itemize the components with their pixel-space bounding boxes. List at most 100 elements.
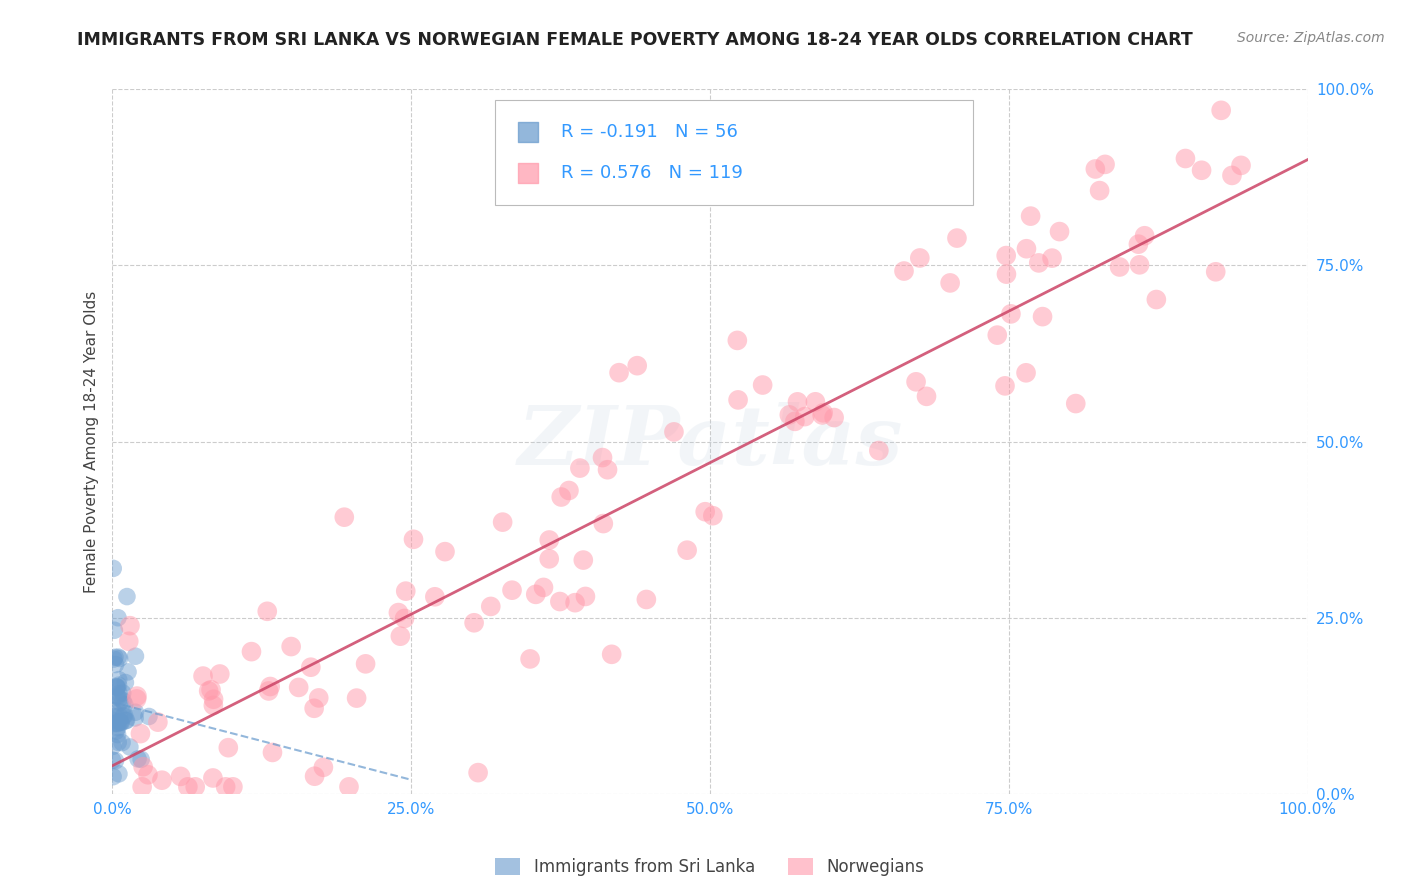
Point <box>107 721 129 735</box>
Point <box>596 463 619 477</box>
Point <box>107 705 129 719</box>
Point <box>262 746 284 760</box>
Point <box>394 611 416 625</box>
Point <box>1094 157 1116 171</box>
Point <box>114 675 136 690</box>
Point <box>702 508 724 523</box>
Point <box>811 408 834 422</box>
Point <box>994 379 1017 393</box>
Point <box>564 596 586 610</box>
Point <box>200 682 222 697</box>
Point <box>312 760 335 774</box>
Point <box>111 736 134 750</box>
Point <box>995 267 1018 281</box>
Point <box>107 678 129 692</box>
Point <box>107 673 129 687</box>
Point <box>104 657 127 672</box>
Point <box>354 657 377 671</box>
Point <box>280 640 302 654</box>
Point <box>1205 265 1227 279</box>
Point <box>751 378 773 392</box>
Point <box>105 681 128 695</box>
Point <box>214 780 236 794</box>
Point <box>893 264 915 278</box>
Point <box>259 680 281 694</box>
Point <box>995 249 1018 263</box>
Legend: Immigrants from Sri Lanka, Norwegians: Immigrants from Sri Lanka, Norwegians <box>489 852 931 883</box>
Point <box>1174 152 1197 166</box>
Point <box>467 765 489 780</box>
Point <box>1211 103 1233 118</box>
Point <box>939 276 962 290</box>
Point <box>115 714 138 728</box>
Point <box>177 780 200 794</box>
Point <box>110 715 132 730</box>
FancyBboxPatch shape <box>495 100 973 205</box>
Point <box>299 660 322 674</box>
Point <box>217 740 239 755</box>
Point <box>1191 163 1213 178</box>
Point <box>131 780 153 794</box>
Point <box>108 696 131 710</box>
Point <box>533 581 555 595</box>
Point <box>114 708 136 723</box>
Point <box>256 604 278 618</box>
Point <box>786 394 808 409</box>
Point <box>101 739 124 754</box>
Point <box>1000 307 1022 321</box>
Point <box>538 552 561 566</box>
Point <box>103 561 125 575</box>
Point <box>725 334 748 348</box>
Point <box>524 587 547 601</box>
Text: R = 0.576   N = 119: R = 0.576 N = 119 <box>561 164 742 182</box>
Point <box>104 650 127 665</box>
Point <box>793 409 815 424</box>
Point <box>626 359 648 373</box>
Point <box>108 714 131 729</box>
Point <box>337 780 360 794</box>
Point <box>811 406 834 420</box>
Point <box>1019 209 1042 223</box>
Point <box>103 714 125 728</box>
Point <box>257 684 280 698</box>
Point <box>112 709 135 723</box>
Point <box>114 714 136 728</box>
Point <box>105 680 128 694</box>
Point <box>501 583 523 598</box>
Point <box>727 392 749 407</box>
Text: IMMIGRANTS FROM SRI LANKA VS NORWEGIAN FEMALE POVERTY AMONG 18-24 YEAR OLDS CORR: IMMIGRANTS FROM SRI LANKA VS NORWEGIAN F… <box>77 31 1194 49</box>
Point <box>202 698 225 713</box>
Point <box>240 645 263 659</box>
Point <box>905 375 928 389</box>
Point <box>550 490 572 504</box>
Point <box>184 780 207 794</box>
Point <box>107 727 129 741</box>
Point <box>107 650 129 665</box>
Point <box>662 425 685 439</box>
Point <box>463 615 485 630</box>
Point <box>150 773 173 788</box>
Point <box>101 770 124 784</box>
Point <box>103 652 125 666</box>
Point <box>548 594 571 608</box>
Point <box>125 689 148 703</box>
Point <box>804 394 827 409</box>
Point <box>111 686 134 700</box>
Point <box>695 505 717 519</box>
Point <box>1230 158 1253 172</box>
Point <box>107 690 129 704</box>
Point <box>538 533 561 547</box>
Point <box>517 166 540 180</box>
Point <box>124 649 146 664</box>
Point <box>104 706 127 721</box>
Point <box>114 698 136 712</box>
Text: ZIPatlas: ZIPatlas <box>517 401 903 482</box>
Point <box>201 771 224 785</box>
Point <box>387 606 409 620</box>
Point <box>1128 237 1150 252</box>
Point <box>823 410 845 425</box>
Point <box>104 754 127 768</box>
Point <box>202 692 225 706</box>
Point <box>479 599 502 614</box>
Point <box>197 684 219 698</box>
